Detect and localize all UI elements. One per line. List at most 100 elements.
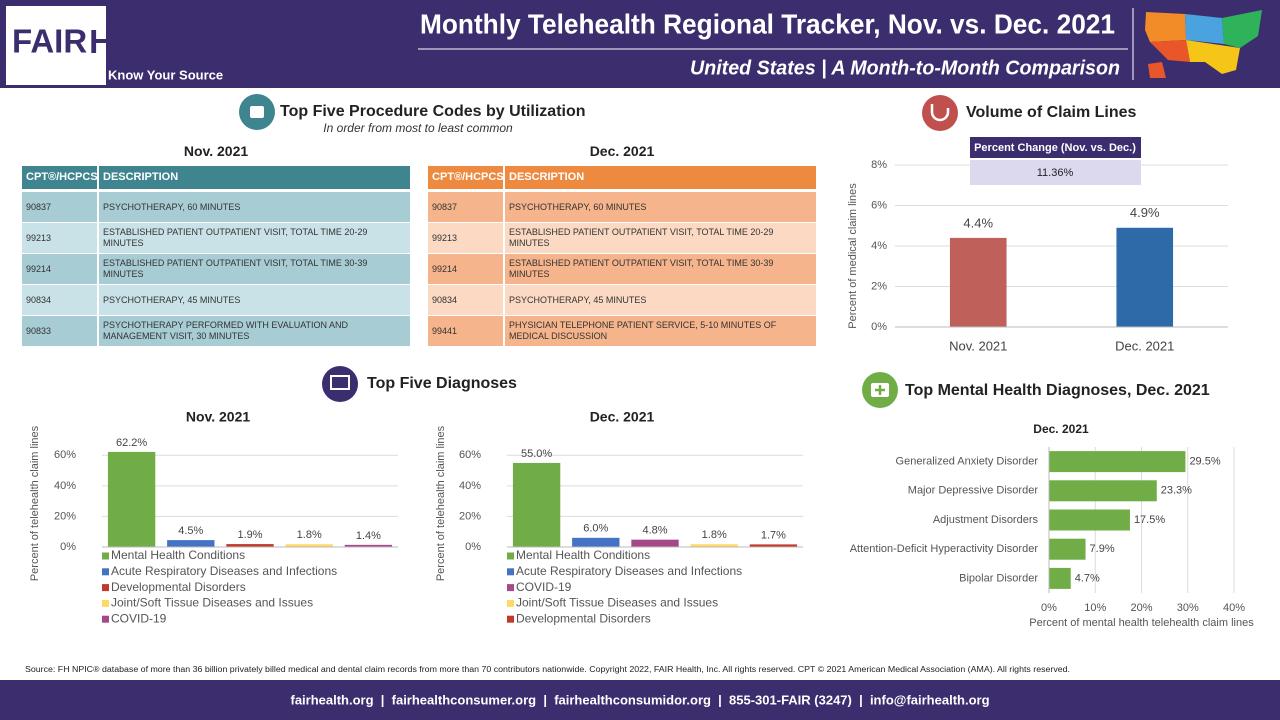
bar <box>749 544 798 547</box>
y-tick-label: Generalized Anxiety Disorder <box>896 456 1039 468</box>
column-header: DESCRIPTION <box>509 171 585 183</box>
y-tick-label: 0% <box>60 541 76 553</box>
table-cell: 99441 <box>428 316 505 346</box>
table-cell: ESTABLISHED PATIENT OUTPATIENT VISIT, TO… <box>103 227 368 248</box>
header-band <box>0 0 1280 88</box>
chart-title: Top Mental Health Diagnoses, Dec. 2021 <box>905 382 1210 399</box>
bar <box>107 451 156 547</box>
x-axis-label: Percent of mental health telehealth clai… <box>1029 617 1254 629</box>
legend-swatch <box>507 552 514 560</box>
value-label: 23.3% <box>1161 485 1192 497</box>
y-tick-label: 4% <box>871 240 887 252</box>
bar <box>512 462 561 547</box>
legend-swatch <box>102 568 109 576</box>
bar <box>344 544 393 547</box>
table-header-row: CPT®/HCPCS DESCRIPTION <box>22 166 410 189</box>
column-header: DESCRIPTION <box>103 171 179 183</box>
column-header: CPT®/HCPCS <box>428 166 505 189</box>
table-row: 99213 ESTABLISHED PATIENT OUTPATIENT VISI… <box>22 223 410 253</box>
value-label: 4.8% <box>642 525 667 537</box>
x-tick-label: 20% <box>1130 602 1152 614</box>
table-cell: 99214 <box>428 254 505 284</box>
table-cell: ESTABLISHED PATIENT OUTPATIENT VISIT, TO… <box>509 258 774 279</box>
table-cell: ESTABLISHED PATIENT OUTPATIENT VISIT, TO… <box>103 258 368 279</box>
x-tick-label: 10% <box>1084 602 1106 614</box>
value-label: 6.0% <box>583 523 608 535</box>
column-header: CPT®/HCPCS <box>22 166 99 189</box>
map-southwest <box>1150 40 1190 62</box>
y-tick-label: 6% <box>871 199 887 211</box>
y-tick-label: 20% <box>459 510 481 522</box>
bar <box>949 237 1007 327</box>
bar <box>1049 538 1086 560</box>
x-tick-label: 0% <box>1041 602 1057 614</box>
bar <box>226 544 274 547</box>
us-map <box>1145 10 1262 78</box>
chart-title: Volume of Claim Lines <box>966 104 1137 121</box>
y-tick-label: 60% <box>459 449 481 461</box>
value-label: 1.8% <box>702 529 727 541</box>
legend-swatch <box>102 584 109 592</box>
x-tick-label: 30% <box>1177 602 1199 614</box>
logo-tagline: Know Your Source <box>108 67 223 82</box>
y-tick-label: 40% <box>459 480 481 492</box>
table-heading: Nov. 2021 <box>183 143 249 159</box>
table-row: 99214 ESTABLISHED PATIENT OUTPATIENT VISI… <box>428 254 816 284</box>
table-heading: Dec. 2021 <box>589 143 655 159</box>
diagnoses-title: Top Five Diagnoses <box>367 375 517 392</box>
legend-swatch <box>102 615 109 623</box>
subtitle: United States | A Month-to-Month Compari… <box>690 57 1120 79</box>
y-axis-label: Percent of telehealth claim lines <box>29 425 41 581</box>
table-row: 90837 PSYCHOTHERAPY, 60 MINUTES <box>428 192 816 222</box>
map-south <box>1186 40 1240 74</box>
table-header-row: CPT®/HCPCS DESCRIPTION <box>428 166 816 189</box>
y-tick-label: 60% <box>54 449 76 461</box>
y-tick-label: 40% <box>54 480 76 492</box>
map-west <box>1145 12 1186 42</box>
value-label: 4.7% <box>1075 572 1100 584</box>
value-label: 4.4% <box>963 215 993 230</box>
volume-icon <box>922 95 958 131</box>
value-label: 17.5% <box>1134 514 1165 526</box>
bar <box>1049 451 1186 473</box>
legend-label: Developmental Disorders <box>111 580 246 594</box>
procedures-subtitle: In order from most to least common <box>323 121 513 135</box>
annotation-header: Percent Change (Nov. vs. Dec.) <box>974 142 1136 154</box>
legend-swatch <box>102 599 109 607</box>
legend-label: Developmental Disorders <box>516 611 651 625</box>
diagnoses-icon-glyph <box>330 375 350 390</box>
legend-swatch <box>507 584 514 592</box>
value-label: 7.9% <box>1090 543 1115 555</box>
value-label: 1.8% <box>297 529 322 541</box>
title: Monthly Telehealth Regional Tracker, Nov… <box>420 8 1115 39</box>
bar <box>285 544 333 547</box>
procedures-icon-glyph <box>250 106 264 118</box>
y-tick-label: Major Depressive Disorder <box>908 485 1039 497</box>
table-cell: 90833 <box>22 316 99 346</box>
table-row: 90834 PSYCHOTHERAPY, 45 MINUTES <box>428 285 816 315</box>
y-tick-label: Attention-Deficit Hyperactivity Disorder <box>850 543 1039 555</box>
value-label: 1.9% <box>237 529 262 541</box>
legend-label: Mental Health Conditions <box>516 548 650 562</box>
table-cell: PSYCHOTHERAPY, 60 MINUTES <box>103 201 241 212</box>
annotation: 11.36% <box>1037 167 1074 179</box>
footer-band <box>0 680 1280 720</box>
procedure-table: Dec. 2021 CPT®/HCPCS DESCRIPTION 90837 PSYCH… <box>428 143 816 347</box>
diagnoses-icon <box>322 366 358 402</box>
bar <box>1049 567 1071 589</box>
x-tick-label: 40% <box>1223 602 1245 614</box>
bar <box>631 539 679 547</box>
table-cell: 90834 <box>22 285 99 315</box>
map-alaska <box>1148 62 1166 78</box>
legend-label: Joint/Soft Tissue Diseases and Issues <box>111 596 313 610</box>
table-row: 90834 PSYCHOTHERAPY, 45 MINUTES <box>22 285 410 315</box>
chart-subtitle: Nov. 2021 <box>186 409 251 425</box>
table-cell: PSYCHOTHERAPY, 45 MINUTES <box>103 294 241 305</box>
legend-label: Acute Respiratory Diseases and Infection… <box>516 564 742 578</box>
legend-label: Joint/Soft Tissue Diseases and Issues <box>516 596 718 610</box>
table-row: 99441 PHYSICIAN TELEPHONE PATIENT SERVICE… <box>428 316 816 346</box>
legend-swatch <box>507 568 514 576</box>
table-row: 90837 PSYCHOTHERAPY, 60 MINUTES <box>22 192 410 222</box>
bar <box>167 540 215 547</box>
